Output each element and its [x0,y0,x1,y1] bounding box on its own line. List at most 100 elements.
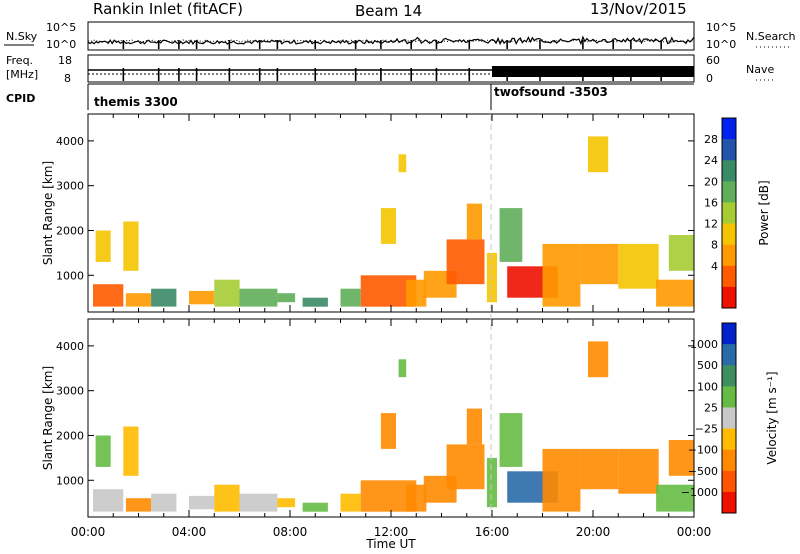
nsky-tick-top: 10^5 [46,21,76,34]
x-tick-label: 12:00 [374,525,409,539]
data-cell [668,235,695,271]
data-cell [239,288,278,307]
data-cell [588,341,609,378]
cpid-mode1: themis 3300 [94,95,178,109]
velocity-colorbar: 1000 500 100 25 −25 −100 −500 −1000 [681,322,737,514]
x-tick-label: 04:00 [172,525,207,539]
colorbar-segment [722,407,736,430]
colorbar-segment [722,181,736,203]
colorbar-tick-label: −25 [695,423,718,436]
y-tick-label: 3000 [56,180,84,193]
freq-label-line1: Freq. [6,54,33,67]
colorbar-segment [722,286,736,309]
cpid-panel: CPID themis 3300 twofsound -3503 [6,83,694,110]
data-cell [499,208,523,262]
data-cell [618,448,659,494]
data-cell [239,493,278,512]
data-cell [340,288,361,307]
colorbar-segment [722,265,736,288]
data-cell [93,489,124,512]
data-cell [380,208,396,244]
velocity-yticks: 4000 3000 2000 1000 [56,340,694,487]
power-yticks: 4000 3000 2000 1000 [56,135,694,282]
colorbar-tick-label: 100 [697,380,718,393]
y-tick-label: 3000 [56,385,84,398]
data-cell [656,279,694,307]
data-cell [446,239,485,285]
data-cell [214,484,240,512]
y-tick-label: 4000 [56,135,84,148]
data-cell [406,484,427,512]
colorbar-frame [721,322,737,514]
data-cell [466,203,482,240]
data-cell [486,252,497,303]
data-cell [580,448,619,490]
velocity-ylabel: Slant Range [km] [41,366,55,470]
colorbar-tick-label: 24 [704,154,718,167]
velocity-data [93,341,695,512]
data-cell [542,243,581,307]
x-tick-label: 08:00 [273,525,308,539]
freq-tick-bottom: 8 [64,72,71,85]
data-cell [618,243,659,289]
colorbar-tick-label: 25 [704,401,718,414]
data-cell [486,457,497,508]
colorbar-segment [722,244,736,267]
data-cell [580,243,619,285]
colorbar-segment [722,160,736,182]
power-data [93,136,695,307]
power-xticks [87,114,695,312]
date-title: 13/Nov/2015 [590,0,687,18]
nave-tick-bottom: 0 [706,72,713,85]
data-cell [499,413,523,467]
colorbar-tick-label: 12 [704,218,718,231]
colorbar-segment [722,386,736,408]
data-cell [189,290,215,305]
colorbar-segment [722,223,736,246]
colorbar-segment [722,118,736,140]
colorbar-segment [722,323,736,345]
nsky-frame [87,21,695,51]
nsearch-tick-bottom: 10^0 [706,38,736,51]
power-ylabel: Slant Range [km] [41,161,55,265]
data-cell [277,293,296,303]
y-tick-label: 2000 [56,224,84,237]
data-cell [542,448,581,512]
beam-title: Beam 14 [355,2,422,20]
data-cell [466,408,482,445]
data-cell [398,359,407,378]
data-cell [95,435,111,467]
data-cell [406,279,427,307]
data-cell [302,297,328,307]
nsearch-tick-top: 10^5 [706,21,736,34]
x-axis-label: Time UT [365,537,416,551]
data-cell [668,440,695,476]
y-tick-label: 2000 [56,429,84,442]
colorbar-segment [722,139,736,161]
nave-tick-top: 60 [706,54,720,67]
data-cell [588,136,609,173]
colorbar-tick-label: 16 [704,196,718,209]
nave-label: Nave [746,63,774,76]
colorbar-tick-label: 20 [704,175,718,188]
cpid-label: CPID [6,92,35,105]
nsky-spikes [122,40,662,49]
velocity-colorbar-label: Velocity [m s⁻¹] [765,371,779,464]
nsearch-trace [87,39,695,43]
nsky-tick-bottom: 10^0 [46,38,76,51]
colorbar-segment [722,428,736,451]
nsky-panel: N.Sky 10^5 10^0 10^5 10^0 N.Search [4,21,796,51]
x-tick-label: 20:00 [576,525,611,539]
data-cell [151,493,177,512]
data-cell [277,498,296,508]
nsky-trace [87,35,695,46]
freq-label-line2: [MHz] [6,68,38,81]
x-tick-label: 16:00 [475,525,510,539]
freq-panel: Freq. [MHz] 18 8 60 0 Nave [6,54,776,85]
x-tick-labels: 00:00 04:00 08:00 12:00 16:00 20:00 00:00 [71,525,712,539]
velocity-panel: Slant Range [km] 4000 3000 2000 1000 1000 50… [41,318,779,518]
freq-spikes [122,68,662,81]
data-cell [123,426,139,476]
colorbar-frame [721,117,737,309]
